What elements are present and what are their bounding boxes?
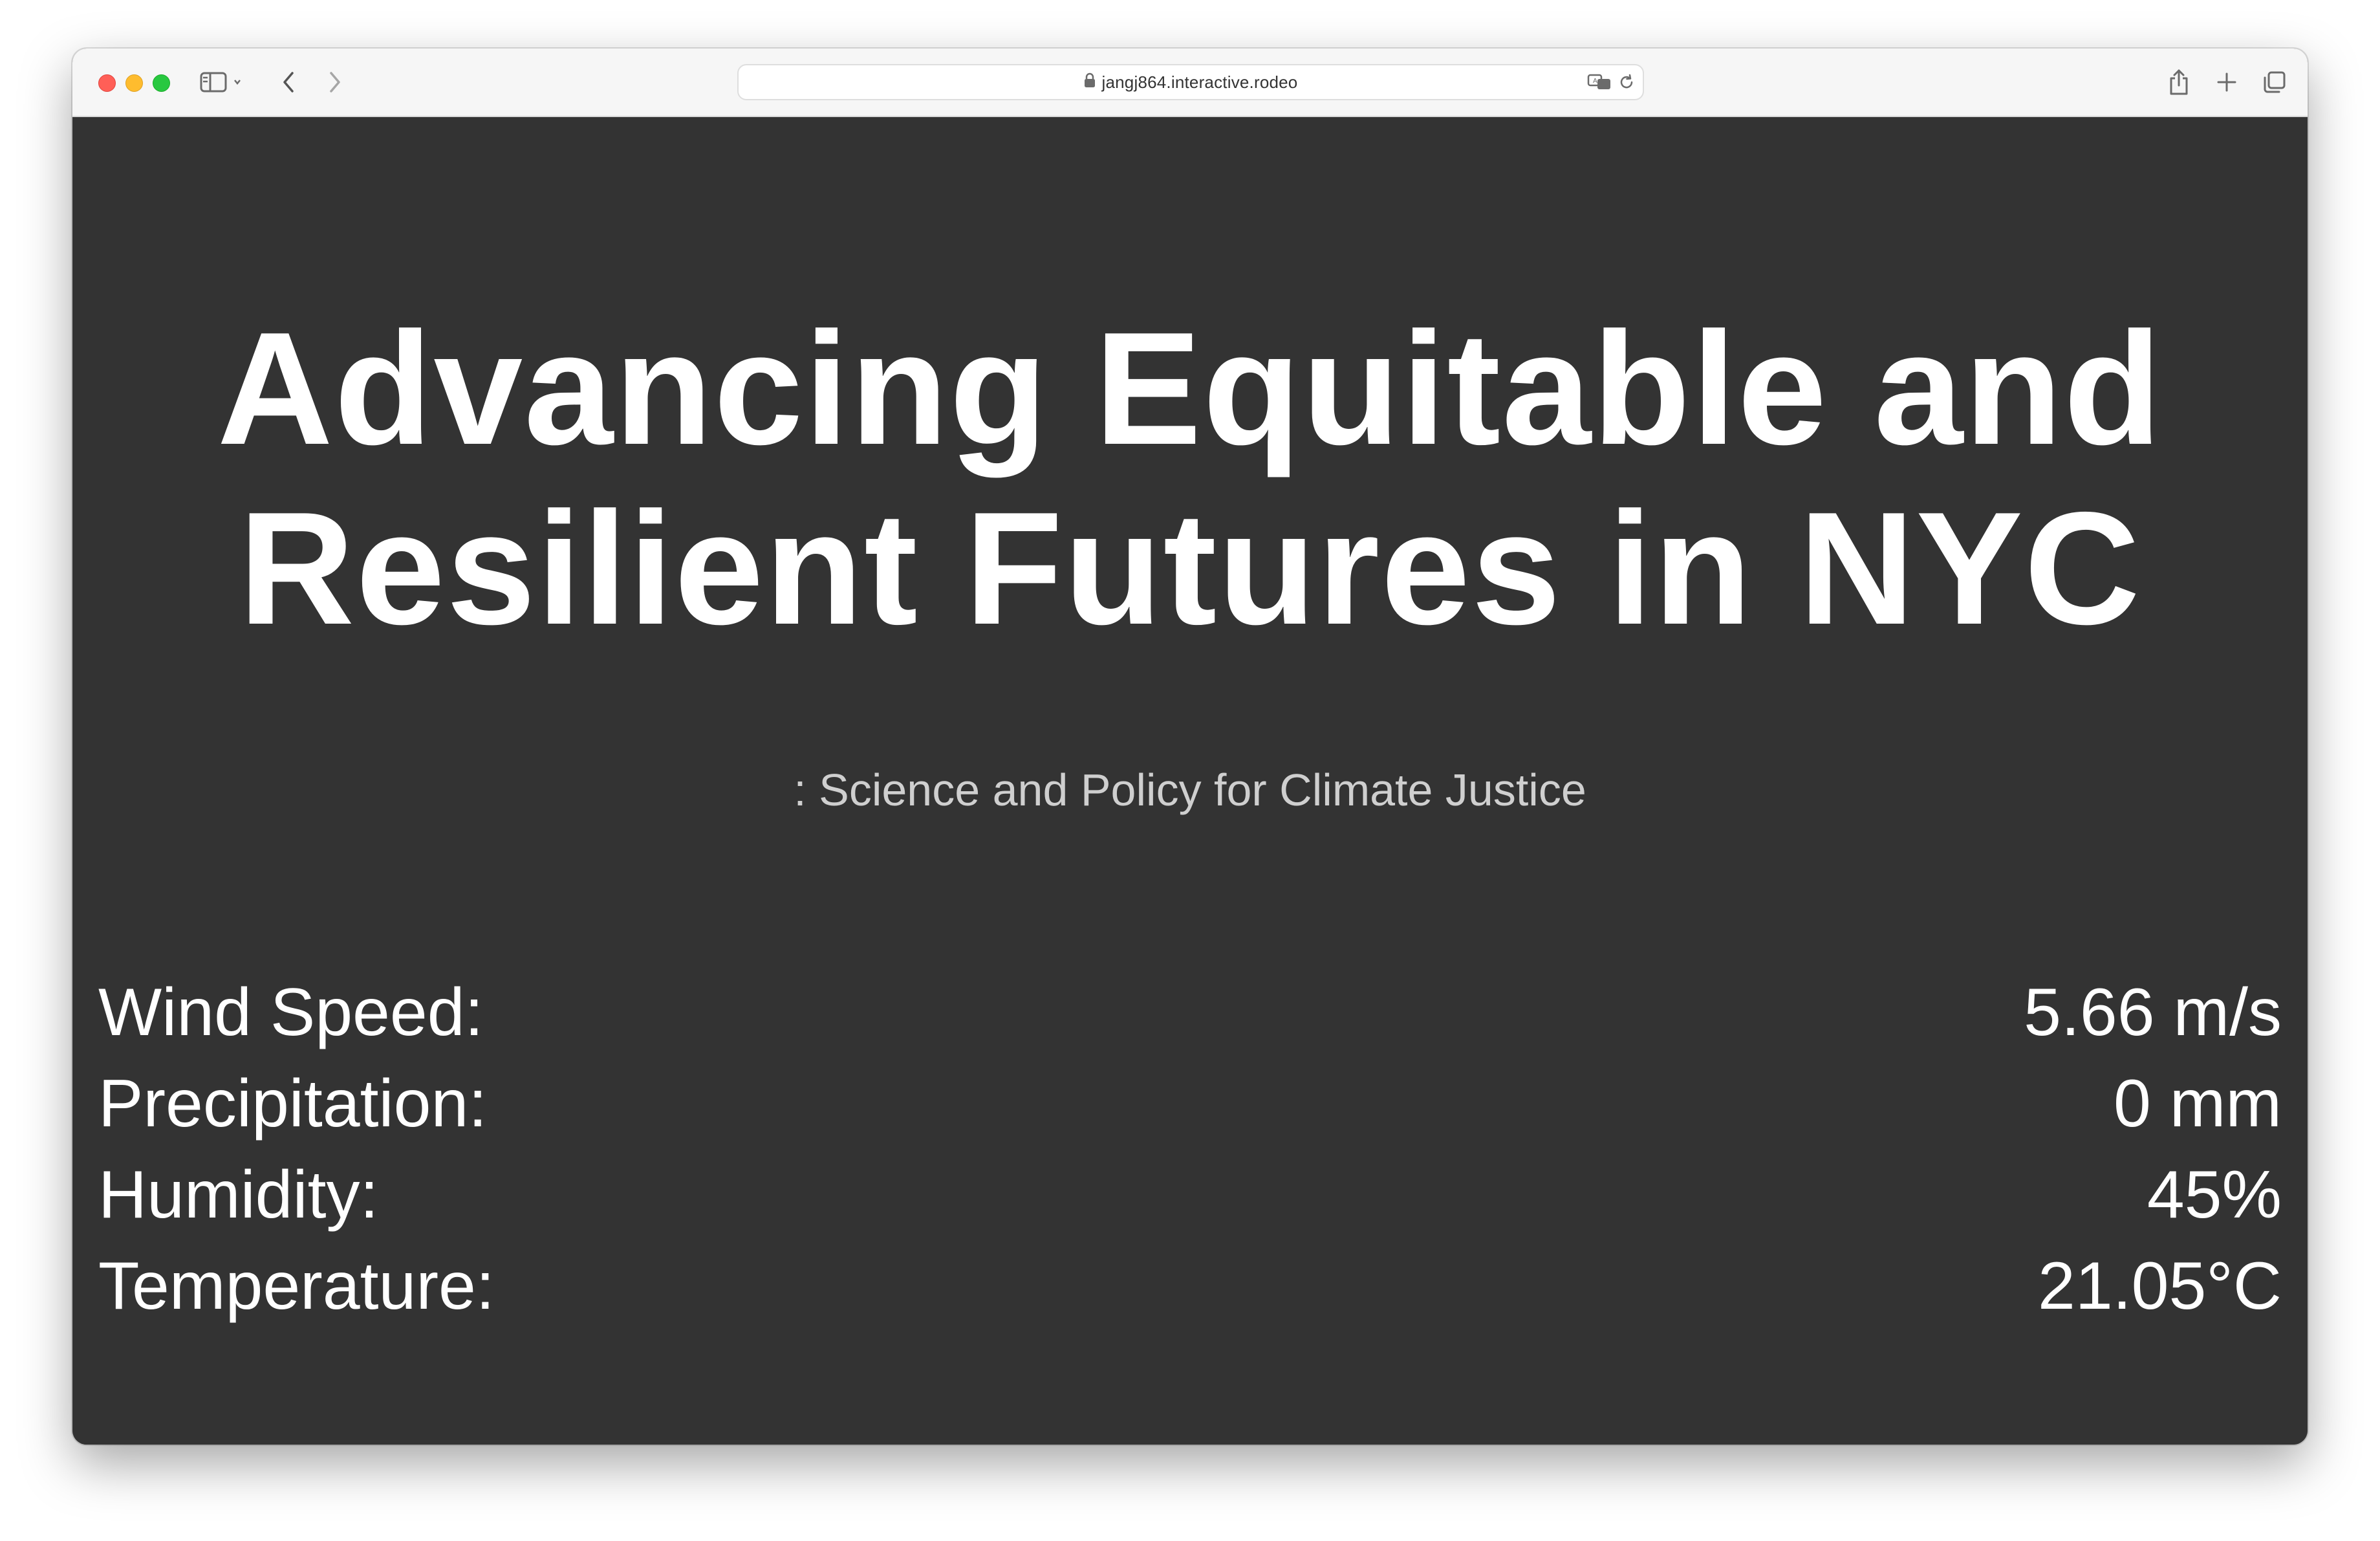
share-icon[interactable] <box>2163 63 2195 102</box>
page-title: Advancing Equitable and Resilient Future… <box>217 298 2163 658</box>
page-subtitle: : Science and Policy for Climate Justice <box>794 765 1586 815</box>
url-text: jangj864.interactive.rodeo <box>1101 72 1298 92</box>
page-content: Advancing Equitable and Resilient Future… <box>72 117 2308 1445</box>
stat-label: Temperature: <box>98 1249 495 1324</box>
weather-row-precipitation: Precipitation: 0 mm <box>98 1058 2282 1150</box>
weather-stats: Wind Speed: 5.66 m/s Precipitation: 0 mm… <box>98 967 2282 1332</box>
stat-value: 21.05°C <box>2038 1249 2282 1324</box>
zoom-window-button[interactable] <box>153 74 170 92</box>
weather-row-humidity: Humidity: 45% <box>98 1150 2282 1241</box>
svg-text:A: A <box>1593 78 1597 85</box>
address-bar[interactable]: jangj864.interactive.rodeo A <box>737 64 1644 100</box>
lock-icon <box>1084 72 1096 93</box>
reload-icon[interactable] <box>1617 63 1636 102</box>
stat-label: Wind Speed: <box>98 975 484 1050</box>
weather-row-wind-speed: Wind Speed: 5.66 m/s <box>98 967 2282 1058</box>
translate-icon[interactable]: A <box>1586 63 1614 102</box>
plus-icon[interactable] <box>2211 63 2243 102</box>
minimize-window-button[interactable] <box>125 74 143 92</box>
close-window-button[interactable] <box>98 74 116 92</box>
stat-value: 45% <box>2147 1157 2282 1232</box>
stat-value: 0 mm <box>2114 1066 2282 1141</box>
weather-row-temperature: Temperature: 21.05°C <box>98 1241 2282 1332</box>
sidebar-icon[interactable] <box>197 63 248 102</box>
browser-window: jangj864.interactive.rodeo A <box>72 49 2308 1445</box>
chevron-right-icon[interactable] <box>318 63 351 102</box>
tabs-overview-icon[interactable] <box>2258 63 2291 102</box>
stat-value: 5.66 m/s <box>2024 975 2282 1050</box>
browser-toolbar: jangj864.interactive.rodeo A <box>72 49 2308 117</box>
stat-label: Precipitation: <box>98 1066 488 1141</box>
chevron-left-icon[interactable] <box>273 63 305 102</box>
stat-label: Humidity: <box>98 1157 379 1232</box>
